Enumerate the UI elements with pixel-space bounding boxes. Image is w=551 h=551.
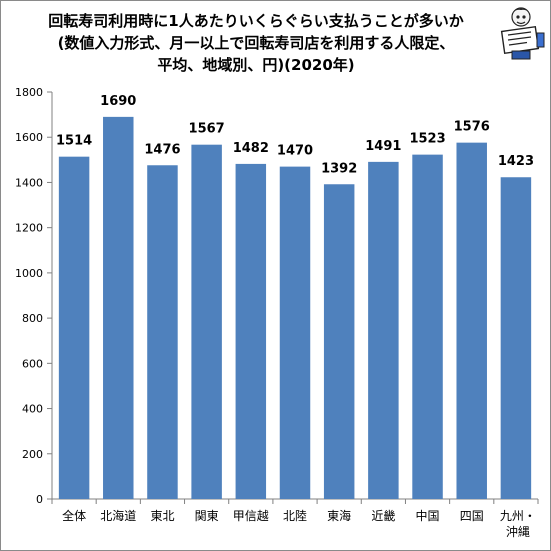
y-tick-label: 1800 xyxy=(15,86,43,99)
category-label: 沖縄 xyxy=(506,524,530,539)
chart-title-line-2: (数値入力形式、月一以上で回転寿司店を利用する人限定、 xyxy=(57,34,455,52)
bar xyxy=(456,142,487,499)
data-label: 1476 xyxy=(144,142,180,157)
category-label: 九州・ xyxy=(500,509,536,523)
y-tick-label: 1200 xyxy=(15,222,43,235)
category-label: 近畿 xyxy=(371,509,395,523)
data-label: 1576 xyxy=(454,120,490,135)
category-label: 北海道 xyxy=(100,508,136,523)
y-tick-label: 0 xyxy=(36,493,43,506)
data-label: 1470 xyxy=(277,144,313,159)
bar xyxy=(235,163,267,500)
bar xyxy=(191,144,222,499)
data-label: 1523 xyxy=(409,132,445,147)
category-label: 中国 xyxy=(416,508,440,523)
chart-title: 回転寿司利用時に1人あたりいくらぐらい支払うことが多いか (数値入力形式、月一以… xyxy=(21,10,491,76)
category-label: 全体 xyxy=(62,508,86,523)
data-label: 1491 xyxy=(365,139,401,154)
bar xyxy=(103,116,134,499)
y-tick-label: 600 xyxy=(22,357,43,370)
bar xyxy=(58,156,90,499)
bar xyxy=(412,154,443,499)
data-label: 1567 xyxy=(189,122,225,137)
category-label: 北陸 xyxy=(283,509,307,523)
y-tick-label: 1600 xyxy=(15,131,43,144)
category-label: 四国 xyxy=(460,509,484,523)
data-label: 1690 xyxy=(100,94,136,109)
chart-title-line-3: 平均、地域別、円)(2020年) xyxy=(157,56,355,74)
data-label: 1482 xyxy=(233,141,269,156)
y-tick-label: 800 xyxy=(22,312,43,325)
bar xyxy=(323,184,355,499)
y-tick-label: 1000 xyxy=(15,267,43,280)
y-tick-label: 200 xyxy=(22,448,43,461)
bar xyxy=(368,161,399,499)
data-label: 1423 xyxy=(498,154,534,169)
mascot-logo-icon xyxy=(500,7,545,60)
category-label: 関東 xyxy=(195,509,219,523)
bar xyxy=(500,177,532,499)
data-label: 1514 xyxy=(56,134,92,149)
category-label: 甲信越 xyxy=(233,509,269,523)
y-tick-label: 400 xyxy=(22,403,43,416)
category-label: 東北 xyxy=(150,509,174,523)
bar xyxy=(147,165,178,499)
category-label: 東海 xyxy=(327,508,351,523)
data-label: 1392 xyxy=(321,161,357,176)
chart-title-line-1: 回転寿司利用時に1人あたりいくらぐらい支払うことが多いか xyxy=(48,12,464,30)
bar xyxy=(279,166,311,499)
y-tick-label: 1400 xyxy=(15,176,43,189)
